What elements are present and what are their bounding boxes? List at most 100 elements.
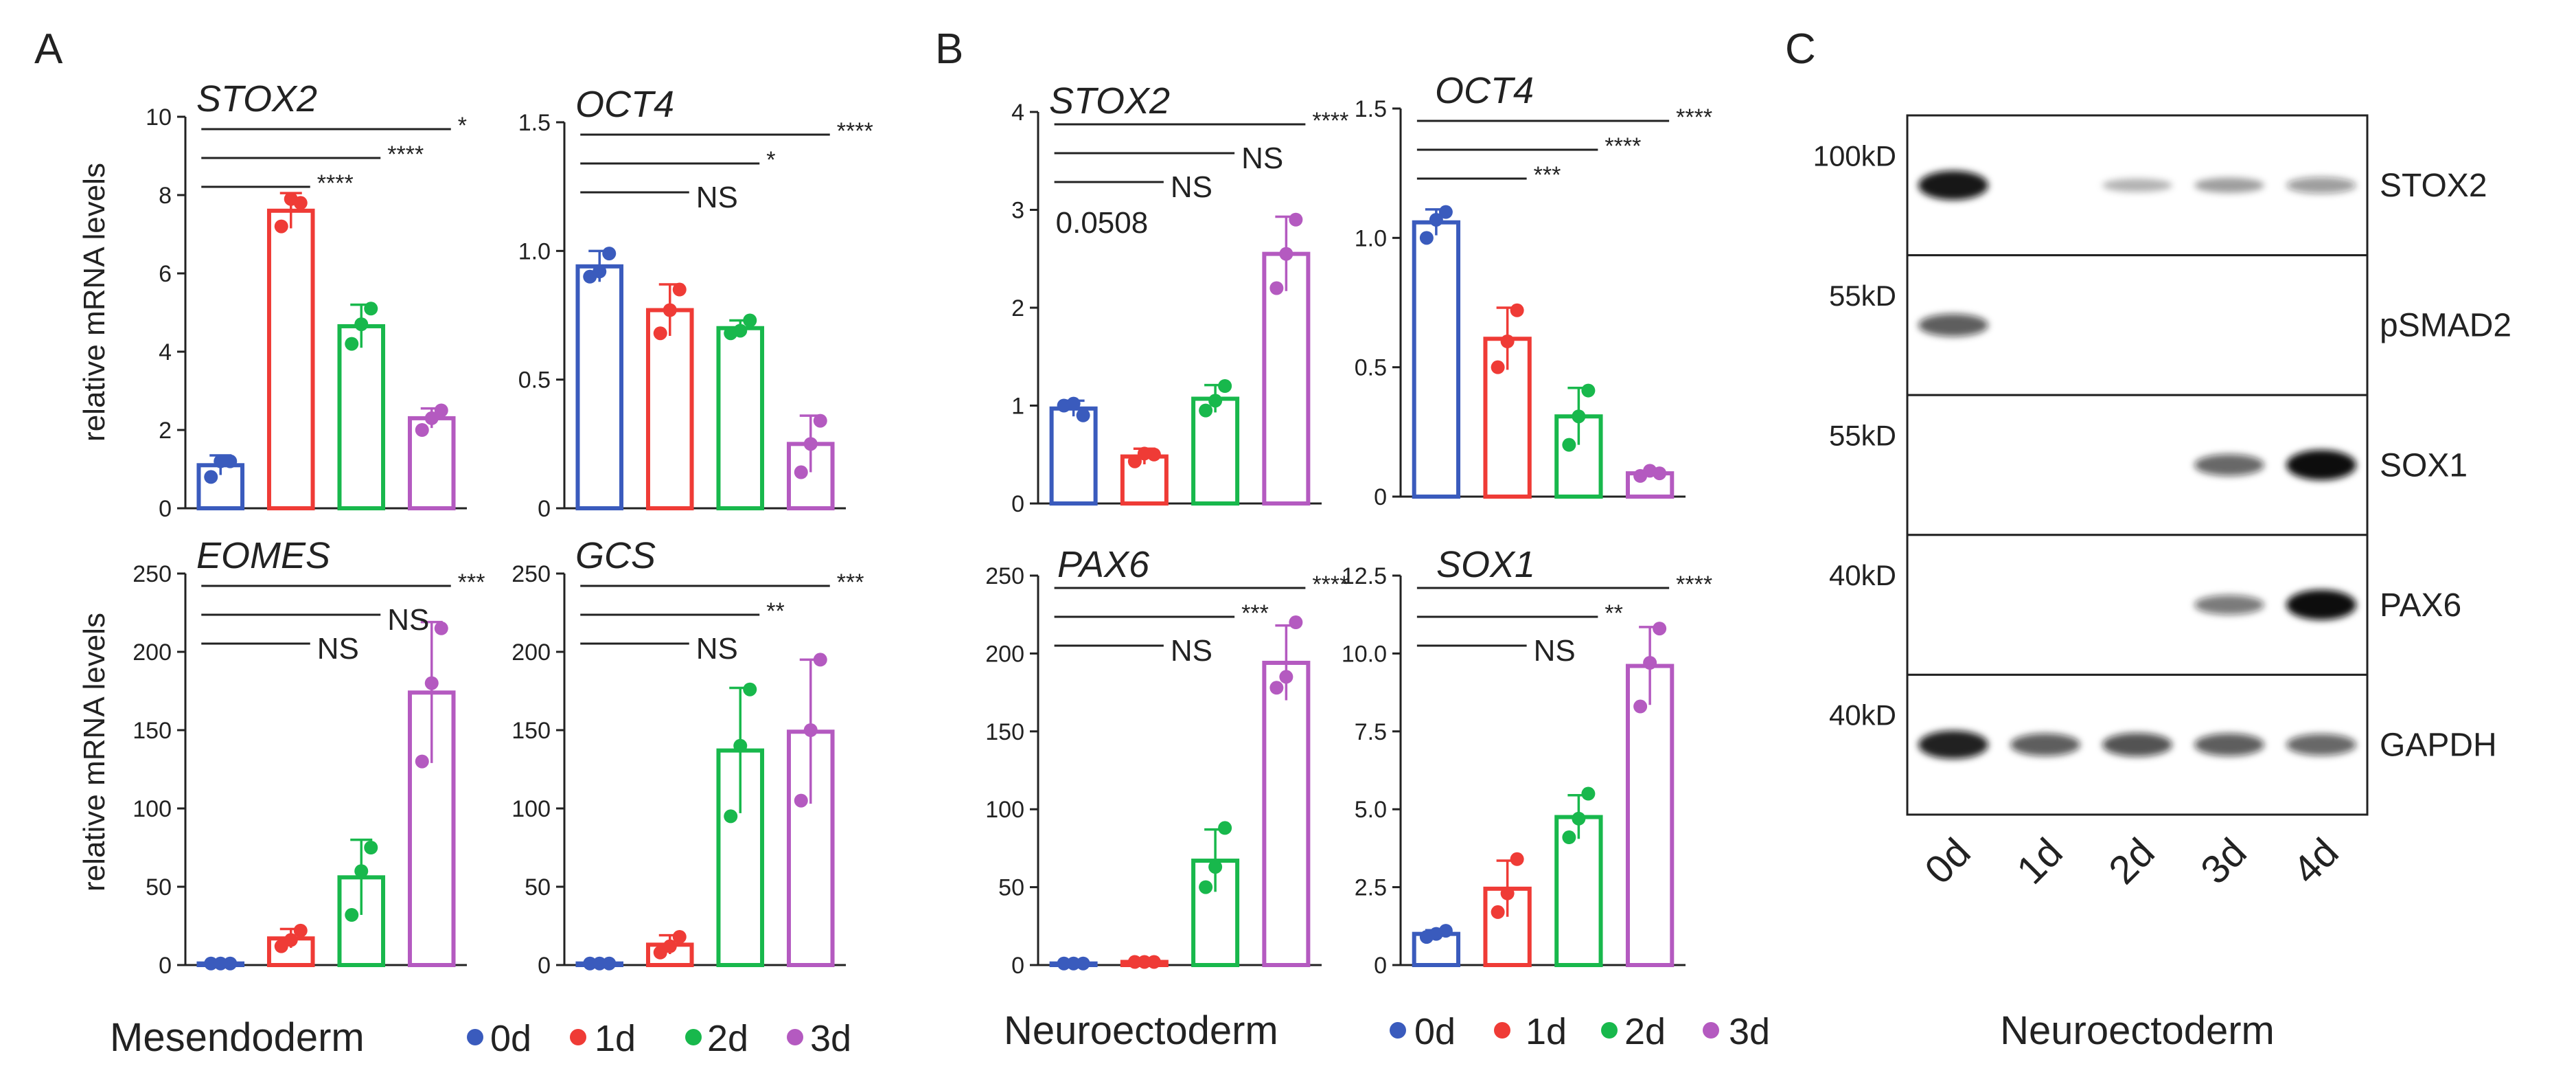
chart-title: GCS: [575, 535, 656, 576]
bar-1d: [266, 208, 315, 510]
y-tick-label: 0: [1011, 491, 1024, 517]
data-point-2d: [733, 324, 748, 338]
data-point-2d: [1581, 786, 1596, 801]
blot-band-STOX2-3d: [2194, 177, 2264, 193]
western-blot: 100kD STOX2 55kD pSMAD2 55kD SOX1 40kD PAX6 40kD…: [1813, 114, 2511, 1053]
y-tick-label: 0: [1011, 953, 1024, 979]
molecular-weight-marker: 40kD: [1829, 559, 1896, 591]
significance-label: **: [1605, 600, 1622, 626]
y-tick-label: 1.5: [518, 110, 551, 136]
y-tick-label: 12.5: [1342, 563, 1387, 589]
y-tick-label: 0.5: [1355, 355, 1387, 381]
data-point-1d: [672, 929, 687, 944]
lane-label: 0d: [1916, 830, 1979, 893]
chart-b-oct4: 00.51.01.5 OCT4***********: [1355, 70, 1712, 510]
data-point-0d: [214, 454, 228, 468]
data-point-3d: [1279, 670, 1293, 684]
significance-label: ****: [1312, 108, 1348, 134]
data-point-2d: [364, 302, 378, 316]
legend-label-1d: 1d: [595, 1018, 636, 1059]
p-value-annotation: 0.0508: [1056, 206, 1149, 240]
data-point-1d: [274, 219, 288, 234]
y-tick-label: 100: [133, 796, 172, 822]
y-tick-label: 50: [146, 874, 172, 900]
lane-label: 1d: [2008, 830, 2071, 893]
data-point-1d: [1510, 303, 1524, 317]
significance-label: ****: [317, 170, 354, 196]
data-point-0d: [1066, 956, 1081, 971]
y-tick-label: 200: [133, 639, 172, 666]
protein-label: SOX1: [2380, 447, 2468, 484]
bar-0d: [1049, 406, 1098, 506]
data-point-0d: [1076, 956, 1090, 971]
blot-band-PAX6-3d: [2194, 595, 2264, 615]
data-point-0d: [1066, 396, 1081, 411]
data-point-2d: [724, 809, 738, 824]
data-point-2d: [345, 337, 359, 351]
data-point-2d: [354, 317, 369, 332]
data-point-0d: [1076, 408, 1090, 422]
bar-1d: [645, 308, 694, 510]
data-point-1d: [1491, 905, 1505, 919]
data-point-3d: [434, 403, 448, 418]
data-point-1d: [1510, 852, 1524, 866]
data-point-1d: [293, 923, 308, 938]
bar-0d: [1412, 220, 1461, 499]
y-tick-label: 5.0: [1355, 797, 1387, 823]
data-point-2d: [1199, 880, 1213, 894]
significance-label: NS: [1534, 634, 1576, 668]
legend-neuroectoderm: Neuroectoderm 0d 1d 2d 3d: [1004, 1008, 1770, 1053]
significance-label: ****: [837, 118, 873, 144]
y-tick-label: 150: [133, 718, 172, 744]
y-tick-label: 1.0: [518, 238, 551, 264]
data-point-1d: [1127, 454, 1142, 468]
significance-label: NS: [1171, 170, 1212, 204]
significance-label: NS: [1241, 141, 1283, 175]
data-point-3d: [434, 621, 448, 635]
y-tick-label: 100: [985, 797, 1024, 823]
data-point-3d: [794, 793, 808, 808]
y-tick-label: 4: [1011, 100, 1024, 126]
significance-label: ****: [1676, 104, 1712, 131]
significance-label: *: [458, 113, 467, 139]
data-point-2d: [1208, 394, 1223, 408]
data-point-3d: [415, 754, 429, 769]
y-tick-label: 3: [1011, 198, 1024, 224]
data-point-0d: [602, 247, 617, 261]
legend-label-3d: 3d: [1729, 1011, 1770, 1052]
data-point-0d: [223, 454, 238, 468]
y-tick-label: 100: [511, 796, 551, 822]
data-point-3d: [803, 723, 818, 737]
bar-3d: [1262, 661, 1311, 967]
legend-dot-2d: [1601, 1022, 1618, 1039]
blot-xlabel: Neuroectoderm: [2000, 1008, 2275, 1053]
chart-title: OCT4: [575, 84, 674, 125]
significance-label: NS: [317, 632, 359, 666]
data-point-3d: [424, 676, 439, 690]
y-tick-label: 1.5: [1355, 96, 1387, 122]
blot-band-GAPDH-4d: [2286, 734, 2356, 756]
data-point-0d: [223, 956, 238, 971]
data-point-1d: [653, 326, 667, 341]
data-point-1d: [663, 303, 677, 317]
blot-band-STOX2-0d: [1918, 170, 1988, 201]
significance-label: ****: [1312, 571, 1348, 598]
data-point-1d: [1491, 360, 1505, 374]
protein-label: PAX6: [2380, 587, 2461, 624]
blot-band-PAX6-4d: [2286, 589, 2356, 620]
data-point-2d: [733, 738, 748, 753]
data-point-3d: [1289, 615, 1303, 630]
y-tick-label: 2: [159, 418, 172, 444]
y-tick-label: 0: [538, 496, 551, 522]
legend-dot-1d: [1494, 1022, 1510, 1039]
y-tick-label: 2.5: [1355, 875, 1387, 901]
data-point-1d: [663, 939, 677, 953]
data-point-1d: [1147, 955, 1161, 969]
y-tick-label: 0: [1374, 953, 1387, 979]
y-tick-label: 1.0: [1355, 225, 1387, 251]
legend-label-0d: 0d: [490, 1018, 531, 1059]
chart-title: STOX2: [1049, 80, 1170, 122]
legend-dot-0d: [467, 1029, 483, 1045]
lane-label: 2d: [2100, 830, 2163, 893]
